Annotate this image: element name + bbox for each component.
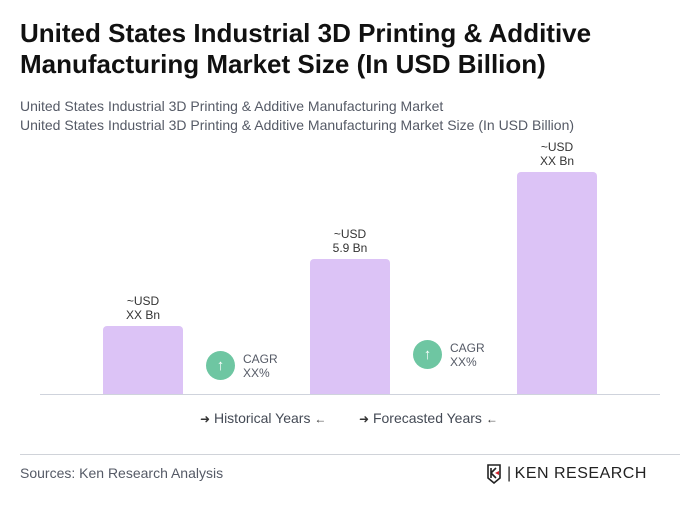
- arrow-up-icon: ↑: [206, 351, 235, 380]
- bar-2-label: ~USD 5.9 Bn: [290, 227, 410, 255]
- arrow-right-icon: ➜: [359, 412, 370, 426]
- arrow-left-icon: ←: [485, 412, 498, 426]
- arrow-right-icon: ➜: [200, 412, 211, 426]
- cagr-1-value: XX%: [243, 365, 270, 380]
- logo-separator: |: [507, 465, 512, 482]
- bar-1-label-line2: XX Bn: [125, 308, 161, 323]
- bar-3: [517, 172, 597, 394]
- subtitle-2: United States Industrial 3D Printing & A…: [20, 117, 575, 133]
- logo-k-icon: [487, 464, 501, 484]
- legend-forecasted: ➜ Forecasted Years ←: [359, 410, 498, 426]
- ken-research-logo: | KEN RESEARCH: [486, 464, 647, 484]
- source-text: Sources: Ken Research Analysis: [20, 465, 224, 481]
- cagr-2-label: CAGR: [450, 340, 485, 355]
- arrow-up-icon: ↑: [413, 340, 442, 369]
- chart-title: United States Industrial 3D Printing & A…: [20, 18, 592, 79]
- subtitle: United States Industrial 3D Printing & A…: [20, 98, 444, 114]
- bar-3-label: ~USD XX Bn: [497, 140, 617, 168]
- bar-1: [103, 326, 183, 394]
- bar-2: [310, 258, 390, 394]
- bar-2-label-line1: ~USD: [333, 226, 367, 241]
- bar-1-label-line1: ~USD: [126, 294, 160, 309]
- legend-forecasted-label: Forecasted Years: [372, 410, 482, 426]
- footer-divider: [20, 454, 680, 455]
- legend-historical: ➜ Historical Years ←: [200, 410, 326, 426]
- bar-3-label-line1: ~USD: [540, 140, 574, 154]
- arrow-left-icon: ←: [314, 412, 327, 426]
- bar-3-label-line2: XX Bn: [539, 154, 575, 168]
- legend-historical-label: Historical Years: [213, 410, 311, 426]
- bar-2-label-line2: 5.9 Bn: [332, 240, 368, 255]
- cagr-2-value: XX%: [450, 354, 477, 369]
- bar-1-label: ~USD XX Bn: [83, 294, 203, 322]
- cagr-badge-2: ↑ CAGR XX%: [413, 340, 485, 369]
- cagr-badge-1: ↑ CAGR XX%: [206, 351, 278, 380]
- cagr-1-label: CAGR: [243, 351, 278, 366]
- x-axis-line: [40, 394, 660, 395]
- logo-text: KEN RESEARCH: [514, 465, 647, 482]
